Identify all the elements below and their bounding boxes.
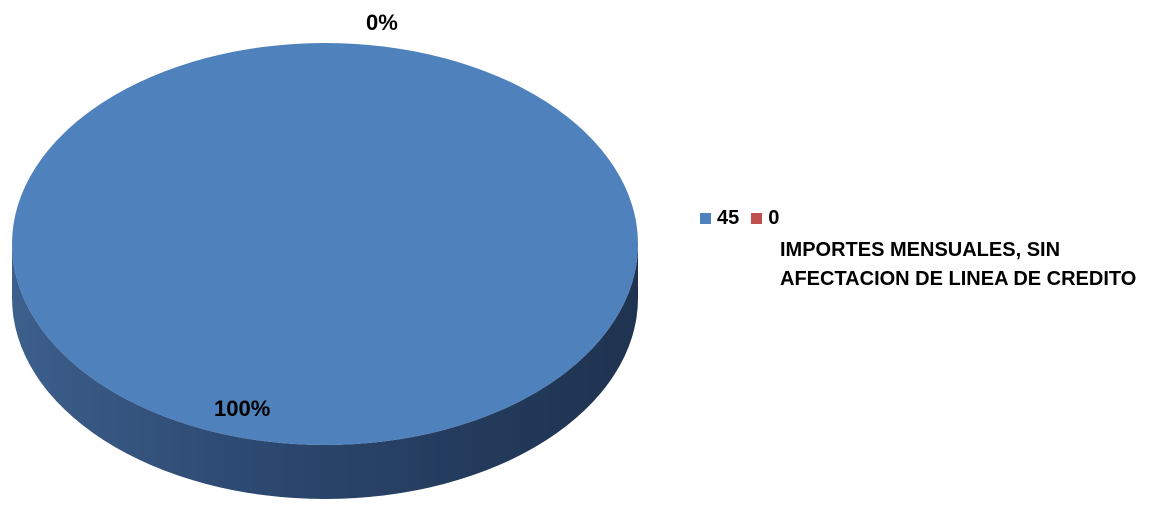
- pie-side-wall: [12, 244, 638, 499]
- legend-label-45: 45: [717, 206, 740, 229]
- pie-chart: 0% 100%: [12, 10, 638, 499]
- legend-title: IMPORTES MENSUALES, SIN AFECTACION DE LI…: [780, 239, 1137, 290]
- pie-slice-45: [12, 43, 638, 445]
- legend-label-0: 0: [768, 206, 780, 229]
- legend: 45 0 IMPORTES MENSUALES, SIN AFECTACION …: [700, 206, 1160, 294]
- data-label-0-percent: 0%: [366, 10, 398, 35]
- pie-svg: [12, 43, 638, 499]
- legend-entry-0: 0: [751, 207, 779, 230]
- legend-swatch-45: [700, 212, 711, 224]
- legend-entry-45: 45: [700, 207, 739, 230]
- data-label-100-percent: 100%: [214, 396, 271, 421]
- legend-swatch-0: [751, 212, 763, 224]
